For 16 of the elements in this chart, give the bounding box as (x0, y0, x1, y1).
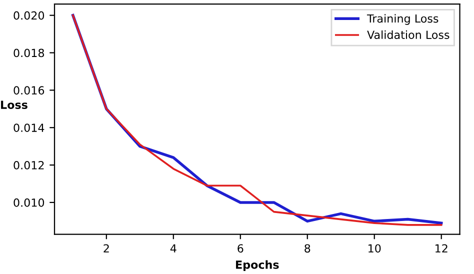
y-tick-label: 0.016 (14, 86, 44, 95)
y-tick-label: 0.014 (14, 124, 44, 132)
x-tick-label: 6 (238, 244, 244, 253)
y-axis-title: Loss (1, 100, 28, 109)
x-tick-label: 4 (170, 244, 176, 252)
x-axis-title: Epochs (236, 260, 279, 272)
y-tick-label: 0.020 (14, 11, 44, 20)
y-tick-label: 0.010 (14, 198, 44, 207)
y-tick-label: 0.018 (14, 48, 44, 58)
legend-label: Validation Loss (367, 30, 450, 40)
x-tick-label: 8 (304, 244, 310, 253)
x-tick-label: 2 (104, 244, 109, 252)
x-tick-label: 12 (436, 244, 448, 252)
y-tick-label: 0.012 (14, 161, 44, 170)
legend-label: Training Loss (366, 14, 438, 25)
x-tick-label: 10 (368, 244, 381, 253)
